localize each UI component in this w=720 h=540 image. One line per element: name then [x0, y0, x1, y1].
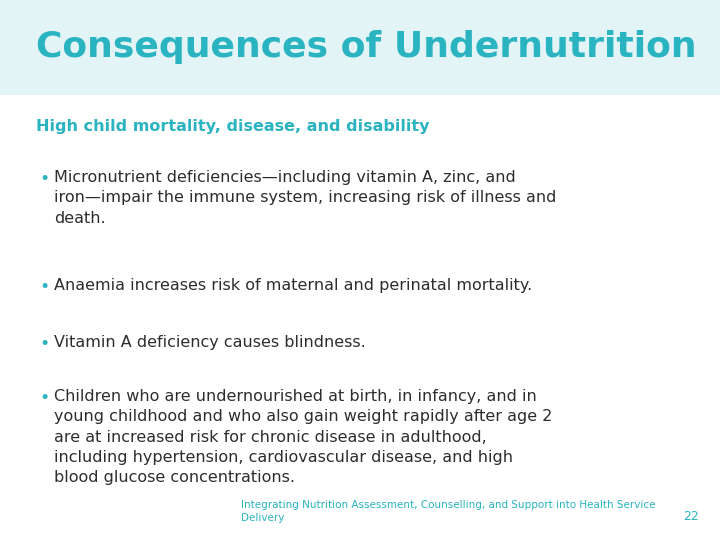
Text: •: • — [40, 335, 50, 353]
Text: Vitamin A deficiency causes blindness.: Vitamin A deficiency causes blindness. — [54, 335, 366, 350]
Text: Children who are undernourished at birth, in infancy, and in
young childhood and: Children who are undernourished at birth… — [54, 389, 552, 485]
Text: Integrating Nutrition Assessment, Counselling, and Support into Health Service
D: Integrating Nutrition Assessment, Counse… — [241, 500, 656, 523]
Text: •: • — [40, 278, 50, 296]
Text: High child mortality, disease, and disability: High child mortality, disease, and disab… — [36, 119, 430, 134]
Text: Consequences of Undernutrition: Consequences of Undernutrition — [36, 30, 697, 64]
Text: •: • — [40, 389, 50, 407]
Bar — [0, 0, 720, 94]
Text: •: • — [40, 170, 50, 188]
Text: Micronutrient deficiencies—including vitamin A, zinc, and
iron—impair the immune: Micronutrient deficiencies—including vit… — [54, 170, 557, 226]
Text: Anaemia increases risk of maternal and perinatal mortality.: Anaemia increases risk of maternal and p… — [54, 278, 532, 293]
Text: 22: 22 — [683, 510, 698, 523]
